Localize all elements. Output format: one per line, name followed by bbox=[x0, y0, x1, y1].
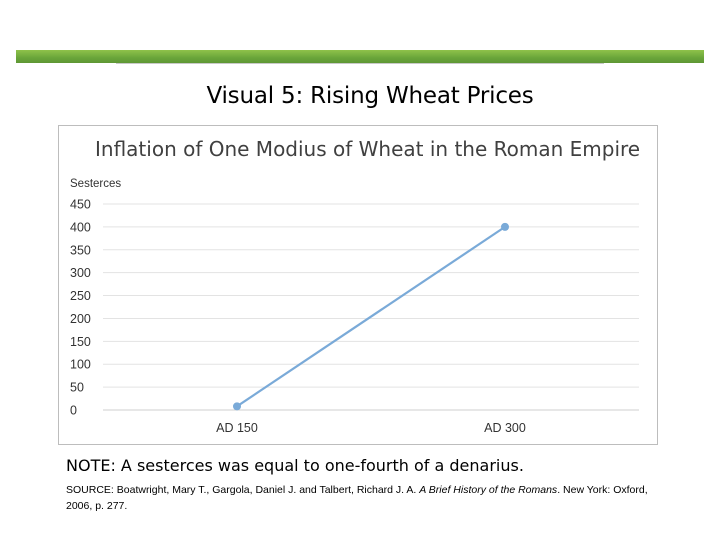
y-tick-label: 100 bbox=[70, 358, 91, 372]
y-tick-label: 50 bbox=[70, 381, 84, 395]
source-citation: SOURCE: Boatwright, Mary T., Gargola, Da… bbox=[66, 482, 666, 514]
top-accent-bar bbox=[16, 50, 704, 63]
y-tick-label: 400 bbox=[70, 220, 91, 234]
source-suffix: . New York: Oxford, 2006, p. 277. bbox=[66, 484, 648, 512]
y-tick-label: 350 bbox=[70, 243, 91, 257]
source-prefix: SOURCE: Boatwright, Mary T., Gargola, Da… bbox=[66, 484, 420, 496]
x-tick-label: AD 300 bbox=[484, 421, 526, 435]
y-tick-label: 250 bbox=[70, 289, 91, 303]
y-tick-label: 200 bbox=[70, 312, 91, 326]
series-line bbox=[236, 225, 506, 408]
x-tick-label: AD 150 bbox=[216, 421, 258, 435]
line-chart: Inflation of One Modius of Wheat in the … bbox=[70, 137, 640, 435]
slide-title: Visual 5: Rising Wheat Prices bbox=[206, 83, 534, 109]
data-point bbox=[233, 402, 241, 411]
note-text: NOTE: A sesterces was equal to one-fourt… bbox=[66, 456, 524, 475]
chart-title: Inflation of One Modius of Wheat in the … bbox=[95, 137, 640, 161]
y-tick-label: 300 bbox=[70, 266, 91, 280]
top-accent-shadow bbox=[116, 63, 604, 64]
data-point bbox=[501, 222, 509, 231]
y-tick-label: 0 bbox=[70, 404, 77, 418]
source-book-title: A Brief History of the Romans bbox=[419, 484, 558, 496]
y-tick-label: 450 bbox=[70, 198, 91, 212]
chart-frame: Inflation of One Modius of Wheat in the … bbox=[58, 125, 658, 445]
y-tick-label: 150 bbox=[70, 335, 91, 349]
y-axis-label: Sesterces bbox=[70, 178, 121, 190]
